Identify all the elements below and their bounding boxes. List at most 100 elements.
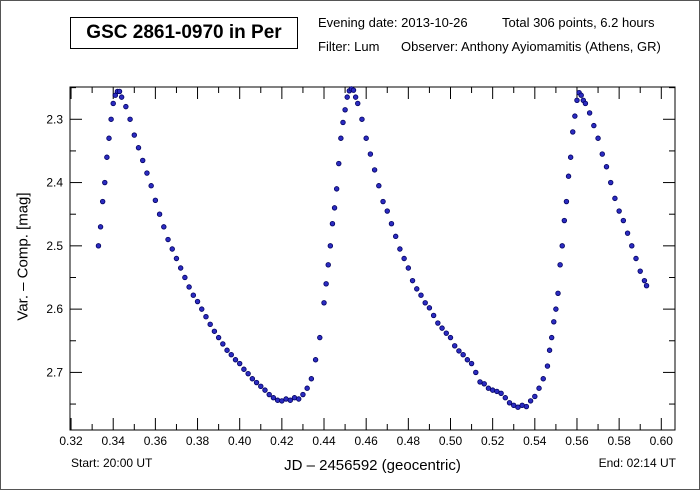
y-tick-label: 2.7 (46, 365, 63, 379)
data-point (637, 268, 643, 274)
data-point (380, 198, 386, 205)
data-point (106, 135, 112, 141)
data-point (468, 360, 475, 367)
data-point (371, 167, 378, 173)
data-point (207, 321, 213, 328)
data-point (177, 265, 184, 271)
data-point (570, 129, 576, 135)
x-tick-label: 0.48 (397, 434, 421, 448)
data-point (555, 290, 561, 297)
data-point (641, 277, 648, 284)
data-point (308, 376, 315, 382)
data-point (452, 343, 458, 349)
data-point (473, 369, 479, 376)
data-point (536, 385, 542, 391)
data-point (333, 186, 340, 192)
data-point (152, 197, 159, 203)
data-point (546, 347, 553, 353)
data-point (270, 395, 277, 401)
data-point (595, 135, 601, 141)
data-point (127, 116, 133, 122)
data-point (426, 305, 433, 311)
evening-date: Evening date: 2013-10-26 (318, 15, 468, 30)
data-point (186, 284, 192, 290)
data-point (532, 393, 538, 400)
x-tick-label: 0.38 (186, 434, 210, 448)
data-point (287, 397, 293, 403)
data-point (460, 351, 466, 358)
data-point (578, 92, 584, 98)
data-point (140, 157, 146, 164)
data-point (123, 103, 129, 110)
data-point (544, 363, 551, 369)
y-tick-label: 2.4 (46, 176, 63, 190)
chart-title: GSC 2861-0970 in Per (70, 17, 298, 49)
data-point (104, 154, 110, 160)
data-point (586, 110, 593, 116)
data-point (553, 306, 559, 312)
data-point (325, 262, 331, 268)
data-point (304, 385, 310, 391)
data-point (329, 220, 336, 227)
data-point (131, 132, 137, 138)
data-point (228, 351, 234, 358)
data-point (161, 224, 167, 230)
data-point (633, 255, 639, 262)
data-point (582, 100, 589, 107)
data-point (567, 154, 574, 160)
data-point (99, 198, 106, 205)
data-point (620, 217, 627, 224)
data-point (599, 151, 605, 157)
data-point (591, 122, 597, 129)
y-tick-label: 2.6 (46, 302, 63, 316)
data-point (249, 376, 256, 382)
data-point (211, 328, 218, 334)
data-point (95, 243, 102, 249)
data-point (135, 145, 142, 151)
y-axis-label: Var. – Comp. [mag] (14, 192, 32, 321)
data-point (144, 170, 150, 176)
data-point (344, 94, 350, 100)
data-point (548, 334, 555, 341)
observer-label: Observer: Anthony Ayiomamitis (Athens, G… (401, 39, 661, 54)
data-point (388, 220, 395, 227)
x-tick-label: 0.46 (354, 434, 378, 448)
data-point (173, 255, 180, 262)
data-point (224, 347, 230, 353)
y-tick-label: 2.5 (46, 239, 63, 253)
data-point (612, 195, 618, 202)
data-point (312, 357, 319, 363)
data-point (194, 298, 201, 305)
data-point (359, 116, 365, 122)
data-point (409, 277, 416, 284)
x-tick-label: 0.52 (481, 434, 505, 448)
data-point (540, 376, 546, 382)
data-point (551, 319, 557, 325)
data-point (439, 325, 445, 331)
data-point (241, 366, 247, 372)
data-point (363, 135, 369, 141)
data-point (498, 390, 504, 396)
x-tick-label: 0.32 (59, 434, 83, 448)
data-point (563, 198, 570, 205)
data-point (262, 387, 268, 393)
data-point (616, 208, 622, 214)
total-points: Total 306 points, 6.2 hours (502, 15, 655, 30)
data-point (118, 94, 125, 100)
data-point (574, 97, 580, 103)
plot-frame (69, 86, 676, 431)
x-tick-label: 0.34 (102, 434, 126, 448)
data-point (447, 334, 454, 341)
data-point (464, 357, 471, 363)
data-point (367, 151, 374, 157)
data-point (456, 348, 462, 354)
data-point (321, 300, 327, 306)
data-point (215, 334, 222, 341)
start-time: Start: 20:00 UT (71, 456, 153, 470)
data-point (148, 183, 154, 189)
x-tick-label: 0.36 (144, 434, 168, 448)
data-point (323, 281, 329, 287)
x-tick-label: 0.54 (523, 434, 547, 448)
data-point (182, 274, 188, 281)
data-point (572, 113, 578, 119)
